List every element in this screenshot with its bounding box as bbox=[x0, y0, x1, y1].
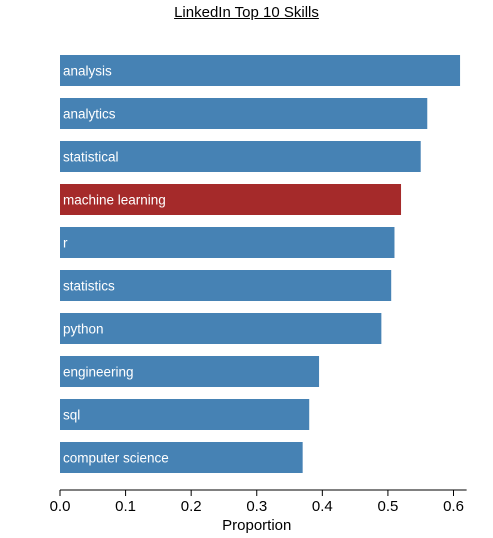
bar-label: python bbox=[63, 322, 104, 337]
bar-r bbox=[60, 227, 395, 258]
bar-statistics bbox=[60, 270, 392, 301]
bar-label: statistical bbox=[63, 150, 119, 165]
x-tick-label: 0.4 bbox=[312, 498, 333, 515]
bar-label: analytics bbox=[63, 107, 116, 122]
bar-label: analysis bbox=[63, 64, 112, 79]
bar-machine-learning bbox=[60, 184, 402, 215]
bar-label: machine learning bbox=[63, 193, 166, 208]
x-tick-label: 0.3 bbox=[246, 498, 267, 515]
x-tick-label: 0.1 bbox=[115, 498, 136, 515]
bar-label: sql bbox=[63, 408, 80, 423]
bar-label: statistics bbox=[63, 279, 115, 294]
bar-label: r bbox=[63, 236, 68, 251]
x-axis: 0.0 0.1 0.2 0.3 0.4 0.5 0.6 bbox=[50, 489, 467, 515]
x-tick-label: 0.0 bbox=[50, 498, 71, 515]
bar-analytics bbox=[60, 98, 428, 129]
chart-title: LinkedIn Top 10 Skills bbox=[174, 4, 319, 21]
x-tick-label: 0.6 bbox=[443, 498, 464, 515]
x-tick-label: 0.2 bbox=[181, 498, 202, 515]
bar-analysis bbox=[60, 55, 461, 86]
bar-label: computer science bbox=[63, 451, 169, 466]
bars-group: analysis analytics statistical machine lear… bbox=[60, 55, 461, 473]
x-axis-title: Proportion bbox=[222, 517, 291, 534]
x-tick-label: 0.5 bbox=[377, 498, 398, 515]
bar-computer-science bbox=[60, 442, 303, 473]
bar-python bbox=[60, 313, 382, 344]
bar-engineering bbox=[60, 356, 320, 387]
bar-sql bbox=[60, 399, 310, 430]
bar-label: engineering bbox=[63, 365, 134, 380]
bar-statistical bbox=[60, 141, 421, 172]
